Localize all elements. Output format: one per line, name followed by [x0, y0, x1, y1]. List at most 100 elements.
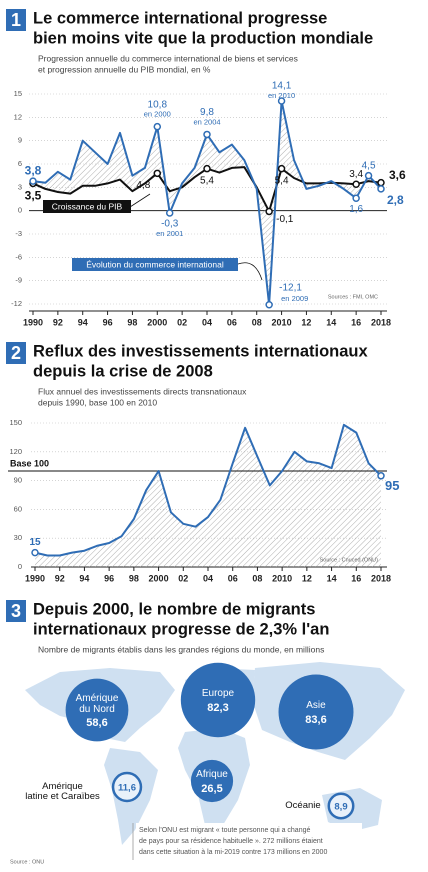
number-badge — [6, 9, 26, 31]
value-label: 3,6 — [389, 168, 406, 182]
x-tick-label: 98 — [129, 573, 139, 583]
number: 2 — [11, 343, 21, 363]
x-tick-label: 2018 — [371, 573, 391, 583]
point-marker — [377, 185, 385, 193]
value-label: -12,1 — [279, 282, 302, 293]
x-tick-label: 2010 — [272, 573, 292, 583]
point-marker — [352, 194, 360, 202]
y-tick-label: -12 — [11, 299, 22, 308]
subtitle: Nombre de migrants établis dans les gran… — [38, 644, 324, 654]
y-tick-label: 15 — [14, 89, 22, 98]
bubble — [65, 678, 129, 742]
x-tick-label: 2018 — [371, 317, 391, 327]
title: Le commerce international progresse — [33, 9, 327, 27]
title: Depuis 2000, le nombre de migrants — [33, 600, 315, 618]
series-line — [34, 423, 382, 557]
y-tick-label: 0 — [18, 562, 22, 571]
legend-pointer — [237, 262, 263, 281]
point-marker — [165, 209, 174, 217]
x-tick-label: 94 — [78, 317, 88, 327]
x-tick-label: 96 — [103, 317, 113, 327]
x-tick-label: 02 — [177, 317, 187, 327]
x-tick-label: 1990 — [23, 317, 43, 327]
region-label: Asie — [306, 700, 326, 711]
value-label: 15 — [29, 537, 41, 548]
x-tick-label: 08 — [252, 317, 262, 327]
y-tick-label: -3 — [15, 229, 22, 238]
x-tick-label: 2000 — [147, 317, 167, 327]
source: Source : ONU — [10, 859, 44, 865]
subtitle: depuis 1990, base 100 en 2010 — [38, 397, 157, 407]
legend-pointer — [129, 193, 151, 208]
value-label: 8,9 — [334, 802, 347, 813]
number: 3 — [11, 601, 21, 621]
region-label: Europe — [201, 688, 235, 699]
point-marker — [364, 171, 373, 180]
x-tick-label: 14 — [327, 573, 337, 583]
value-label: -0,3 — [161, 219, 179, 230]
y-tick-label: 30 — [14, 533, 22, 542]
annotation: en 2004 — [193, 117, 220, 126]
value-label: 3,8 — [25, 163, 42, 177]
point-marker — [352, 180, 360, 188]
value-label: 2,8 — [387, 193, 404, 207]
value-label: 11,6 — [118, 783, 136, 794]
region-label: Afrique — [196, 769, 228, 780]
x-tick-label: 02 — [178, 573, 188, 583]
point-marker — [153, 169, 162, 178]
y-tick-label: 0 — [18, 206, 22, 215]
legend-label: Croissance du PIB — [52, 201, 123, 211]
bubble — [278, 674, 354, 750]
point-marker — [377, 178, 385, 187]
value-label: 1,6 — [349, 204, 363, 215]
y-tick-label: 6 — [18, 159, 22, 168]
y-tick-label: 3 — [18, 182, 22, 191]
value-label: 26,5 — [201, 783, 222, 795]
area-hatch — [35, 424, 381, 567]
note-box — [136, 823, 362, 861]
number-badge — [6, 600, 26, 622]
region-label: Océanie — [285, 800, 321, 811]
legend-label: Évolution du commerce international — [86, 259, 224, 269]
value-label: 5,4 — [275, 175, 289, 186]
value-label: 9,8 — [200, 107, 214, 118]
point-marker — [29, 177, 37, 185]
point-marker — [265, 207, 273, 216]
note: Selon l'ONU est migrant « toute personne… — [139, 827, 310, 834]
value-label: 83,6 — [305, 714, 326, 726]
point-marker — [277, 164, 286, 173]
bubble — [190, 759, 234, 803]
legend-box — [72, 258, 238, 271]
subtitle: Flux annuel des investissements directs … — [38, 386, 247, 396]
y-tick-label: 150 — [9, 418, 22, 427]
value-label: 4,8 — [136, 180, 150, 191]
value-label: 5,4 — [200, 175, 214, 186]
annotation: en 2009 — [281, 294, 308, 303]
point-marker — [277, 97, 286, 105]
value-label: 95 — [385, 478, 399, 493]
x-tick-label: 04 — [203, 573, 213, 583]
point-marker — [203, 130, 211, 139]
source: Sources : FMI, OMC — [328, 294, 378, 300]
value-label: 82,3 — [207, 702, 228, 714]
x-tick-label: 2010 — [272, 317, 292, 327]
point-marker — [377, 472, 385, 480]
legend-box — [43, 200, 131, 213]
x-tick-label: 04 — [202, 317, 212, 327]
x-tick-label: 96 — [104, 573, 114, 583]
value-label: 3,5 — [25, 189, 42, 203]
y-tick-label: 12 — [14, 112, 22, 121]
x-tick-label: 08 — [252, 573, 262, 583]
y-tick-label: 9 — [18, 136, 22, 145]
reference-label: Base 100 — [10, 458, 49, 468]
bubble — [111, 771, 143, 803]
x-tick-label: 1990 — [25, 573, 45, 583]
bubble — [327, 792, 355, 820]
annotation: en 2001 — [156, 229, 183, 238]
value-label: 10,8 — [148, 99, 168, 110]
value-label: 14,1 — [272, 81, 292, 92]
x-tick-label: 06 — [228, 573, 238, 583]
note: dans cette situation à la mi-2019 contre… — [139, 849, 327, 856]
subtitle: et progression annuelle du PIB mondial, … — [38, 64, 211, 74]
